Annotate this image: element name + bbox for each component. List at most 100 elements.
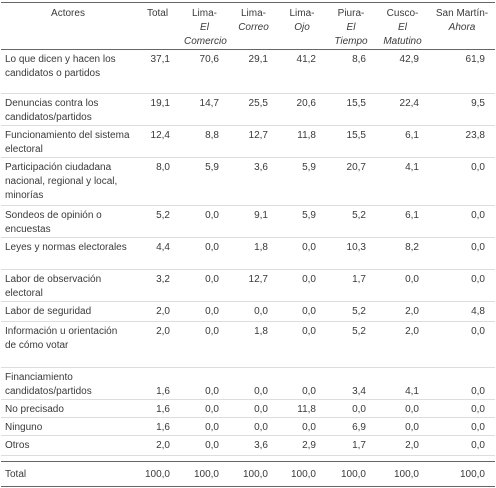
value-cell: 4,8 (429, 301, 495, 322)
column-header: Cusco- El Matutino (376, 2, 429, 50)
value-cell: 0,0 (376, 399, 429, 418)
value-cell: 0,0 (180, 399, 229, 418)
value-cell: 0,0 (326, 399, 376, 418)
total-cell: 100,0 (135, 461, 180, 487)
header-paper: El Matutino (383, 22, 422, 47)
actor-label: Otros (1, 435, 135, 456)
value-cell: 0,0 (376, 269, 429, 302)
value-cell: 2,0 (376, 321, 429, 368)
value-cell: 0,0 (278, 417, 326, 436)
header-place: Lima- (191, 8, 217, 19)
value-cell: 1,6 (135, 417, 180, 436)
value-cell: 5,9 (180, 157, 229, 206)
value-cell: 0,0 (180, 301, 229, 322)
value-cell: 1,7 (326, 269, 376, 302)
total-label: Total (1, 461, 135, 487)
value-cell: 0,0 (278, 321, 326, 368)
header-paper: Ojo (294, 22, 310, 33)
value-cell: 2,0 (135, 435, 180, 456)
value-cell: 0,0 (229, 367, 278, 400)
value-cell: 2,9 (278, 435, 326, 456)
table-row: Sondeos de opinión o encuestas 5,2 0,0 9,1 5… (1, 205, 495, 238)
value-cell: 0,0 (429, 321, 495, 368)
value-cell: 23,8 (429, 125, 495, 158)
value-cell: 1,8 (229, 321, 278, 368)
actor-label: Participación ciudadana nacional, region… (1, 157, 135, 206)
value-cell: 0,0 (376, 417, 429, 436)
actor-label: Leyes y normas electorales (1, 237, 135, 270)
value-cell: 8,6 (326, 49, 376, 94)
value-cell: 10,3 (326, 237, 376, 270)
value-cell: 0,0 (429, 399, 495, 418)
total-cell: 100,0 (326, 461, 376, 487)
table-row: Información u orientación de cómo votar 2… (1, 321, 495, 368)
value-cell: 5,2 (135, 205, 180, 238)
value-cell: 11,8 (278, 399, 326, 418)
header-place: Actores (51, 8, 85, 19)
actor-label: Funcionamiento del sistema electoral (1, 125, 135, 158)
value-cell: 0,0 (180, 237, 229, 270)
value-cell: 9,1 (229, 205, 278, 238)
value-cell: 0,0 (180, 417, 229, 436)
value-cell: 0,0 (429, 417, 495, 436)
table-row: Financiamiento candidatos/partidos 1,6 0,0… (1, 367, 495, 400)
value-cell: 9,5 (429, 93, 495, 126)
header-place: Lima- (240, 8, 266, 19)
actor-label: No precisado (1, 399, 135, 418)
header-place: Cusco- (386, 8, 419, 19)
value-cell: 3,4 (326, 367, 376, 400)
total-cell: 100,0 (229, 461, 278, 487)
value-cell: 0,0 (229, 399, 278, 418)
value-cell: 0,0 (229, 301, 278, 322)
table-row: Otros 2,0 0,0 3,6 2,9 1,7 2,0 0,0 (1, 435, 495, 456)
value-cell: 0,0 (429, 269, 495, 302)
value-cell: 4,1 (376, 157, 429, 206)
value-cell: 1,8 (229, 237, 278, 270)
value-cell: 6,1 (376, 205, 429, 238)
actor-label: Lo que dicen y hacen los candidatos o pa… (1, 49, 135, 94)
value-cell: 20,7 (326, 157, 376, 206)
header-paper: Ahora (448, 22, 476, 33)
value-cell: 0,0 (180, 269, 229, 302)
value-cell: 15,5 (326, 125, 376, 158)
value-cell: 0,0 (429, 157, 495, 206)
header-paper: Correo (238, 22, 269, 33)
value-cell: 0,0 (180, 205, 229, 238)
value-cell: 25,5 (229, 93, 278, 126)
total-cell: 100,0 (376, 461, 429, 487)
value-cell: 41,2 (278, 49, 326, 94)
table-row: Labor de observación electoral 3,2 0,0 12,7… (1, 269, 495, 302)
value-cell: 37,1 (135, 49, 180, 94)
column-header: Lima- Ojo (278, 2, 326, 50)
value-cell: 0,0 (429, 435, 495, 456)
value-cell: 14,7 (180, 93, 229, 126)
header-place: San Martín- (435, 8, 489, 19)
value-cell: 5,9 (278, 157, 326, 206)
total-cell: 100,0 (180, 461, 229, 487)
value-cell: 22,4 (376, 93, 429, 126)
header-row: Actores Total Lima- El Comercio Lima- Correo L… (1, 2, 495, 50)
value-cell: 0,0 (429, 237, 495, 270)
total-cell: 100,0 (429, 461, 495, 487)
value-cell: 0,0 (429, 367, 495, 400)
value-cell: 2,0 (135, 301, 180, 322)
actor-label: Sondeos de opinión o encuestas (1, 205, 135, 238)
header-paper: El Comercio (184, 22, 227, 47)
value-cell: 15,5 (326, 93, 376, 126)
header-place: Total (146, 8, 169, 19)
header-place: Lima- (289, 8, 315, 19)
column-header: Piura- El Tiempo (326, 2, 376, 50)
actor-label: Ninguno (1, 417, 135, 436)
value-cell: 0,0 (278, 269, 326, 302)
value-cell: 4,4 (135, 237, 180, 270)
value-cell: 0,0 (278, 301, 326, 322)
value-cell: 0,0 (180, 435, 229, 456)
table-row: No precisado 1,6 0,0 0,0 11,8 0,0 0,0 0,0 (1, 399, 495, 418)
value-cell: 0,0 (180, 367, 229, 400)
table-row: Labor de seguridad 2,0 0,0 0,0 0,0 5,2 2,0 4,8 (1, 301, 495, 322)
value-cell: 8,8 (180, 125, 229, 158)
value-cell: 1,6 (135, 367, 180, 400)
table-row: Leyes y normas electorales 4,4 0,0 1,8 0,0 10… (1, 237, 495, 270)
